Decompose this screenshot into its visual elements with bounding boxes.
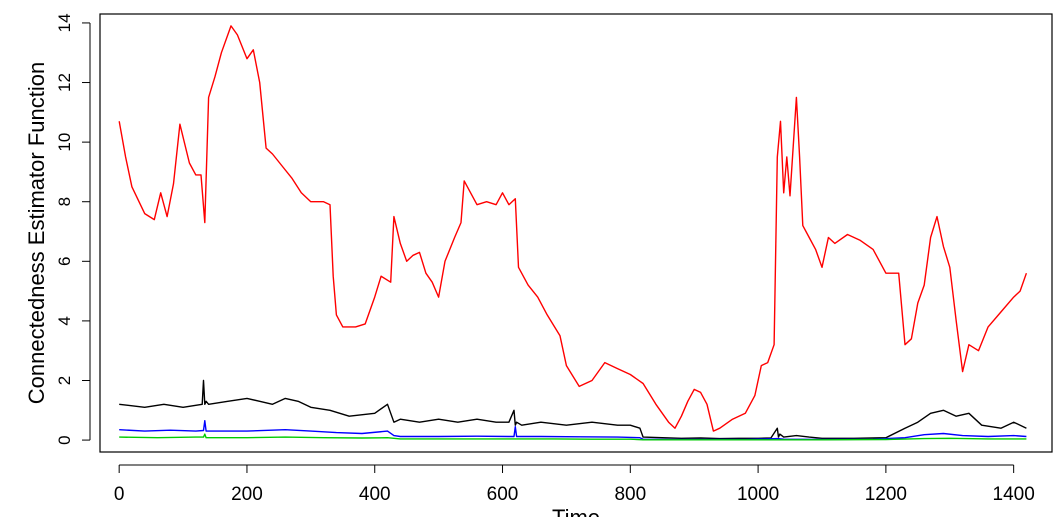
series-line-1 [119, 379, 1027, 440]
x-tick-label: 200 [231, 484, 263, 505]
y-tick-label: 14 [55, 13, 74, 32]
y-axis-title: Connectedness Estimator Function [24, 62, 49, 404]
series-line-3 [119, 433, 1027, 441]
y-tick-label: 2 [55, 376, 74, 385]
y-tick-label: 10 [55, 133, 74, 152]
series-line-0 [118, 25, 1028, 432]
x-tick-label: 1000 [737, 484, 779, 505]
plot-frame [99, 13, 1053, 453]
y-axis: 0 2 4 6 8 10 12 14 [55, 13, 91, 445]
y-tick-label: 6 [55, 257, 74, 266]
series-line-2 [119, 420, 1027, 441]
x-axis: 0 200 400 600 800 1000 1200 1400 [114, 464, 1035, 505]
x-tick-label: 1400 [993, 484, 1035, 505]
y-tick-label: 4 [55, 316, 74, 325]
x-tick-label: 800 [614, 484, 646, 505]
x-tick-label: 600 [487, 484, 519, 505]
x-tick-label: 0 [114, 484, 125, 505]
x-tick-label: 400 [359, 484, 391, 505]
x-tick-label: 1200 [865, 484, 907, 505]
y-tick-label: 12 [55, 73, 74, 92]
x-axis-title: Time [552, 505, 600, 517]
series-layer [118, 25, 1028, 441]
y-tick-label: 8 [55, 197, 74, 206]
y-tick-label: 0 [55, 435, 74, 444]
